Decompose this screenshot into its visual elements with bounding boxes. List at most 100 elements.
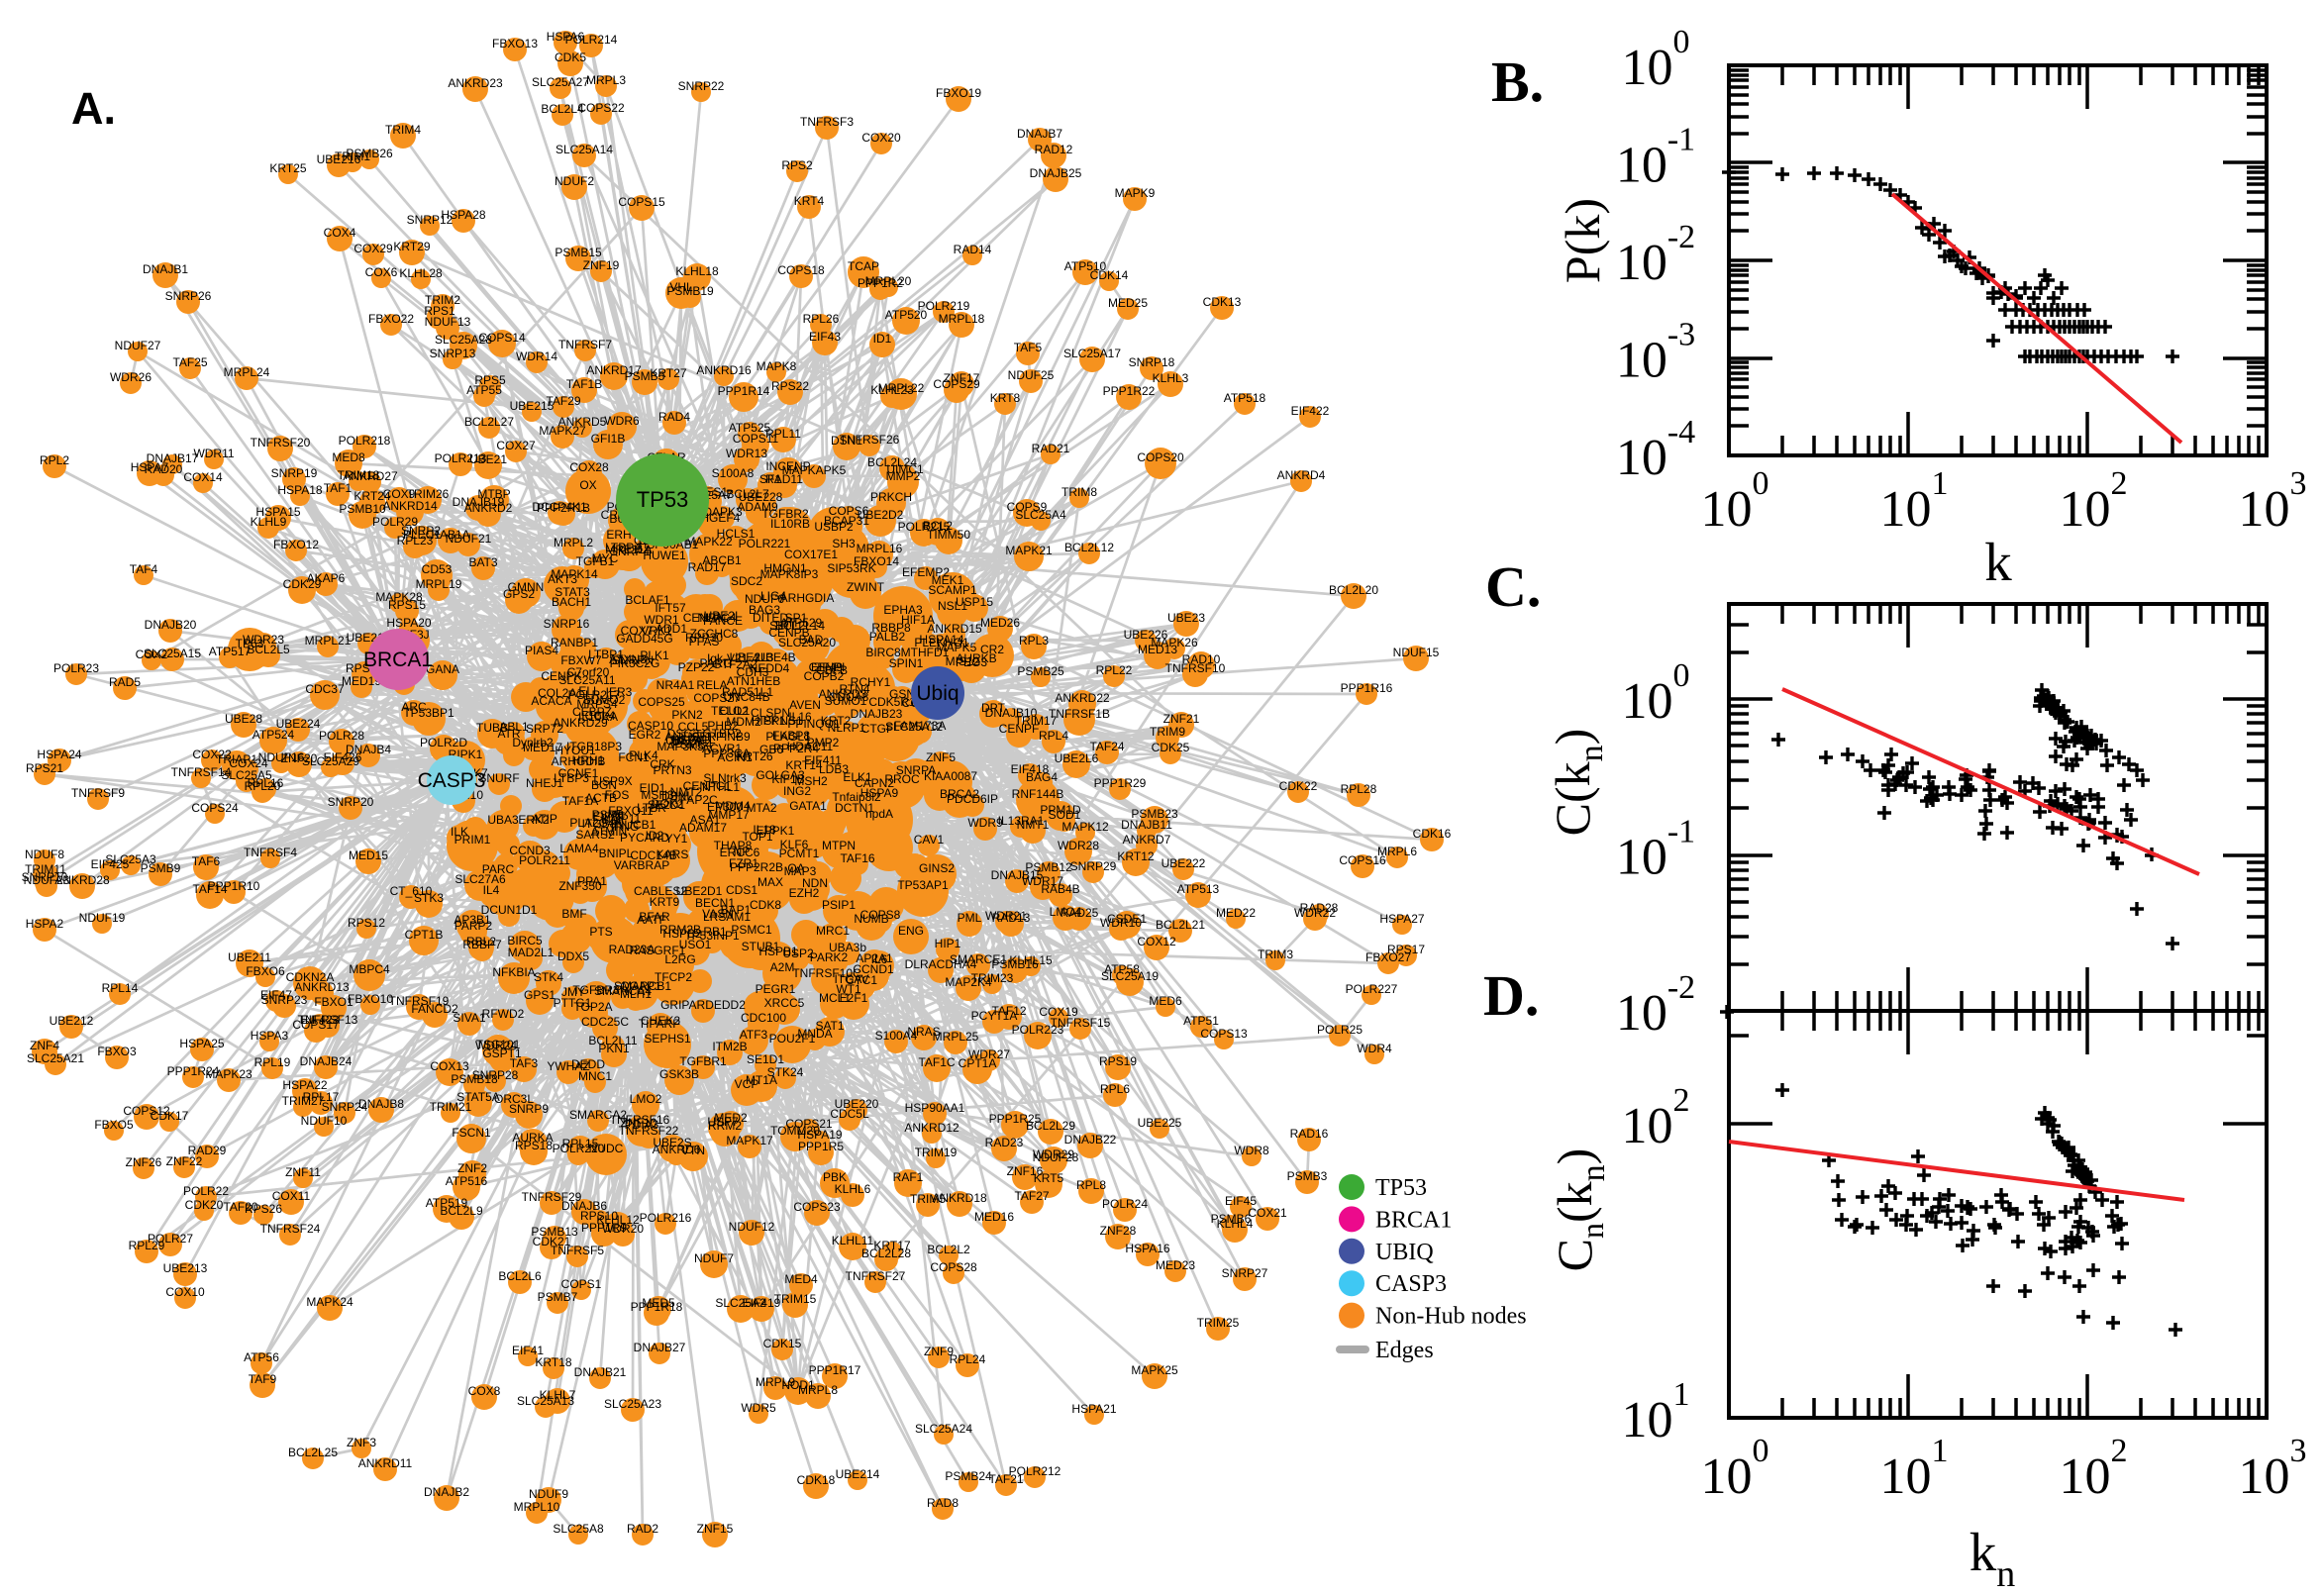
svg-text:RRM2B: RRM2B: [659, 923, 701, 937]
svg-text:ZNF2: ZNF2: [457, 1161, 487, 1175]
svg-text:DNAJB25: DNAJB25: [1030, 166, 1082, 180]
svg-text:KRT26: KRT26: [736, 749, 772, 763]
svg-text:BCL2L11: BCL2L11: [588, 1034, 637, 1047]
svg-text:HRH1: HRH1: [572, 753, 605, 767]
svg-text:TAF20: TAF20: [223, 1200, 257, 1214]
svg-text:NDUF6: NDUF6: [745, 592, 784, 606]
svg-text:FBXO5: FBXO5: [94, 1118, 134, 1132]
svg-text:MLH1: MLH1: [620, 987, 652, 1001]
svg-text:CLSPN: CLSPN: [751, 706, 790, 720]
svg-text:TRIM19: TRIM19: [915, 1146, 958, 1159]
svg-text:ILK: ILK: [451, 825, 468, 839]
svg-text:ATP513: ATP513: [1177, 882, 1220, 896]
svg-text:CDK14: CDK14: [1090, 268, 1129, 282]
svg-text:TNFRSF7: TNFRSF7: [558, 338, 612, 351]
svg-text:COX28: COX28: [569, 460, 609, 474]
svg-text:POLR212: POLR212: [1009, 1464, 1061, 1478]
svg-text:SLC25A20: SLC25A20: [778, 636, 836, 649]
svg-text:CENPA: CENPA: [683, 611, 723, 625]
svg-text:KLHL23: KLHL23: [870, 383, 914, 397]
svg-text:KLHL18: KLHL18: [675, 264, 719, 278]
svg-text:RPP30: RPP30: [685, 631, 723, 645]
svg-text:MNC1: MNC1: [578, 1069, 612, 1083]
svg-text:BACH1: BACH1: [552, 595, 591, 609]
svg-text:MSH2: MSH2: [794, 774, 828, 788]
svg-text:MAPK8IP3: MAPK8IP3: [760, 567, 819, 581]
svg-text:PSIP1: PSIP1: [822, 898, 856, 912]
svg-text:KIAA0087: KIAA0087: [924, 769, 977, 783]
svg-text:DNAJB22: DNAJB22: [1064, 1133, 1117, 1147]
svg-text:CDC25C: CDC25C: [581, 1015, 629, 1029]
svg-text:DNAJB2: DNAJB2: [424, 1485, 469, 1499]
svg-text:TAF16: TAF16: [840, 851, 874, 865]
svg-text:WDR28: WDR28: [1058, 839, 1099, 852]
svg-text:COX29: COX29: [354, 242, 393, 255]
svg-text:TAF9: TAF9: [249, 1372, 277, 1386]
svg-text:ANKRD16: ANKRD16: [696, 363, 752, 377]
svg-text:CPT1A: CPT1A: [959, 1056, 997, 1070]
svg-text:ATP516: ATP516: [446, 1174, 488, 1188]
svg-text:PRKCH: PRKCH: [870, 490, 912, 504]
svg-text:RELA: RELA: [696, 678, 727, 692]
svg-text:PFAS: PFAS: [689, 635, 720, 648]
svg-text:CASP3: CASP3: [1375, 1271, 1447, 1297]
svg-text:TRIM9: TRIM9: [1150, 725, 1185, 739]
svg-text:ARC: ARC: [401, 700, 427, 714]
svg-text:PPP1R29: PPP1R29: [1094, 776, 1147, 790]
svg-text:SNRP4: SNRP4: [610, 545, 650, 558]
svg-text:USP7: USP7: [707, 1115, 739, 1129]
svg-text:RAD16: RAD16: [1290, 1127, 1329, 1141]
svg-text:MMP2: MMP2: [886, 469, 921, 483]
svg-text:MRPL16: MRPL16: [857, 542, 903, 555]
svg-text:CPT1B: CPT1B: [405, 928, 444, 942]
svg-text:COX2: COX2: [136, 648, 168, 661]
svg-text:KRT24: KRT24: [354, 489, 390, 503]
svg-text:RAD14: RAD14: [954, 243, 992, 256]
svg-text:ZNF5: ZNF5: [926, 750, 956, 764]
svg-text:PPP1R5: PPP1R5: [798, 1140, 844, 1153]
svg-text:PPINQO1: PPINQO1: [787, 717, 841, 731]
svg-text:FBXO1: FBXO1: [314, 995, 354, 1009]
svg-text:SLC25A12: SLC25A12: [885, 720, 943, 734]
svg-text:UBE23: UBE23: [1167, 611, 1205, 625]
svg-text:UBE2L6: UBE2L6: [1055, 751, 1099, 765]
svg-text:HMGN1: HMGN1: [763, 561, 807, 575]
svg-text:SF1: SF1: [759, 472, 781, 486]
svg-text:COPS24: COPS24: [191, 801, 239, 815]
svg-text:CASP3: CASP3: [418, 769, 486, 792]
svg-text:ATP529: ATP529: [780, 616, 823, 630]
svg-text:KRT12: KRT12: [1117, 849, 1154, 863]
svg-text:TIPARP: TIPARP: [639, 1017, 680, 1031]
svg-text:BCL2L20: BCL2L20: [1329, 583, 1378, 597]
svg-text:TFAP2C: TFAP2C: [672, 793, 718, 807]
svg-text:TAF1: TAF1: [324, 481, 353, 495]
svg-text:TRIM17: TRIM17: [1015, 714, 1058, 728]
svg-text:RPS17: RPS17: [1387, 943, 1425, 956]
svg-text:PSMB24: PSMB24: [945, 1469, 992, 1483]
svg-text:PSMB15: PSMB15: [555, 246, 602, 259]
svg-text:MRPL19: MRPL19: [416, 577, 462, 591]
svg-text:MIS12: MIS12: [946, 654, 980, 668]
svg-text:AP3B1: AP3B1: [454, 913, 491, 927]
svg-text:COPS25: COPS25: [638, 695, 685, 709]
svg-text:CEBPZ: CEBPZ: [572, 705, 612, 719]
svg-text:RAD17: RAD17: [688, 560, 727, 574]
svg-text:PPA1: PPA1: [577, 874, 607, 888]
svg-text:SNRP16: SNRP16: [544, 617, 590, 631]
svg-text:MRPL21: MRPL21: [305, 634, 352, 648]
svg-text:RPL4: RPL4: [1039, 729, 1068, 743]
svg-text:RAD21: RAD21: [1032, 442, 1070, 455]
svg-text:NDUF23: NDUF23: [24, 873, 70, 887]
svg-text:POLR29: POLR29: [372, 515, 418, 529]
svg-text:MRPL8: MRPL8: [798, 1383, 838, 1397]
svg-text:ARHGDIA: ARHGDIA: [780, 591, 835, 605]
svg-text:POLR23: POLR23: [53, 661, 99, 675]
svg-text:TAF27: TAF27: [1014, 1189, 1049, 1203]
svg-text:VARBRAP: VARBRAP: [614, 858, 669, 872]
svg-text:POLR217: POLR217: [568, 688, 621, 702]
svg-text:TAF1B: TAF1B: [566, 377, 602, 391]
svg-text:LMO4: LMO4: [1050, 905, 1082, 919]
svg-text:FKBP8: FKBP8: [772, 729, 810, 743]
svg-text:STK4: STK4: [534, 970, 563, 984]
svg-text:TAF12: TAF12: [991, 1004, 1026, 1018]
